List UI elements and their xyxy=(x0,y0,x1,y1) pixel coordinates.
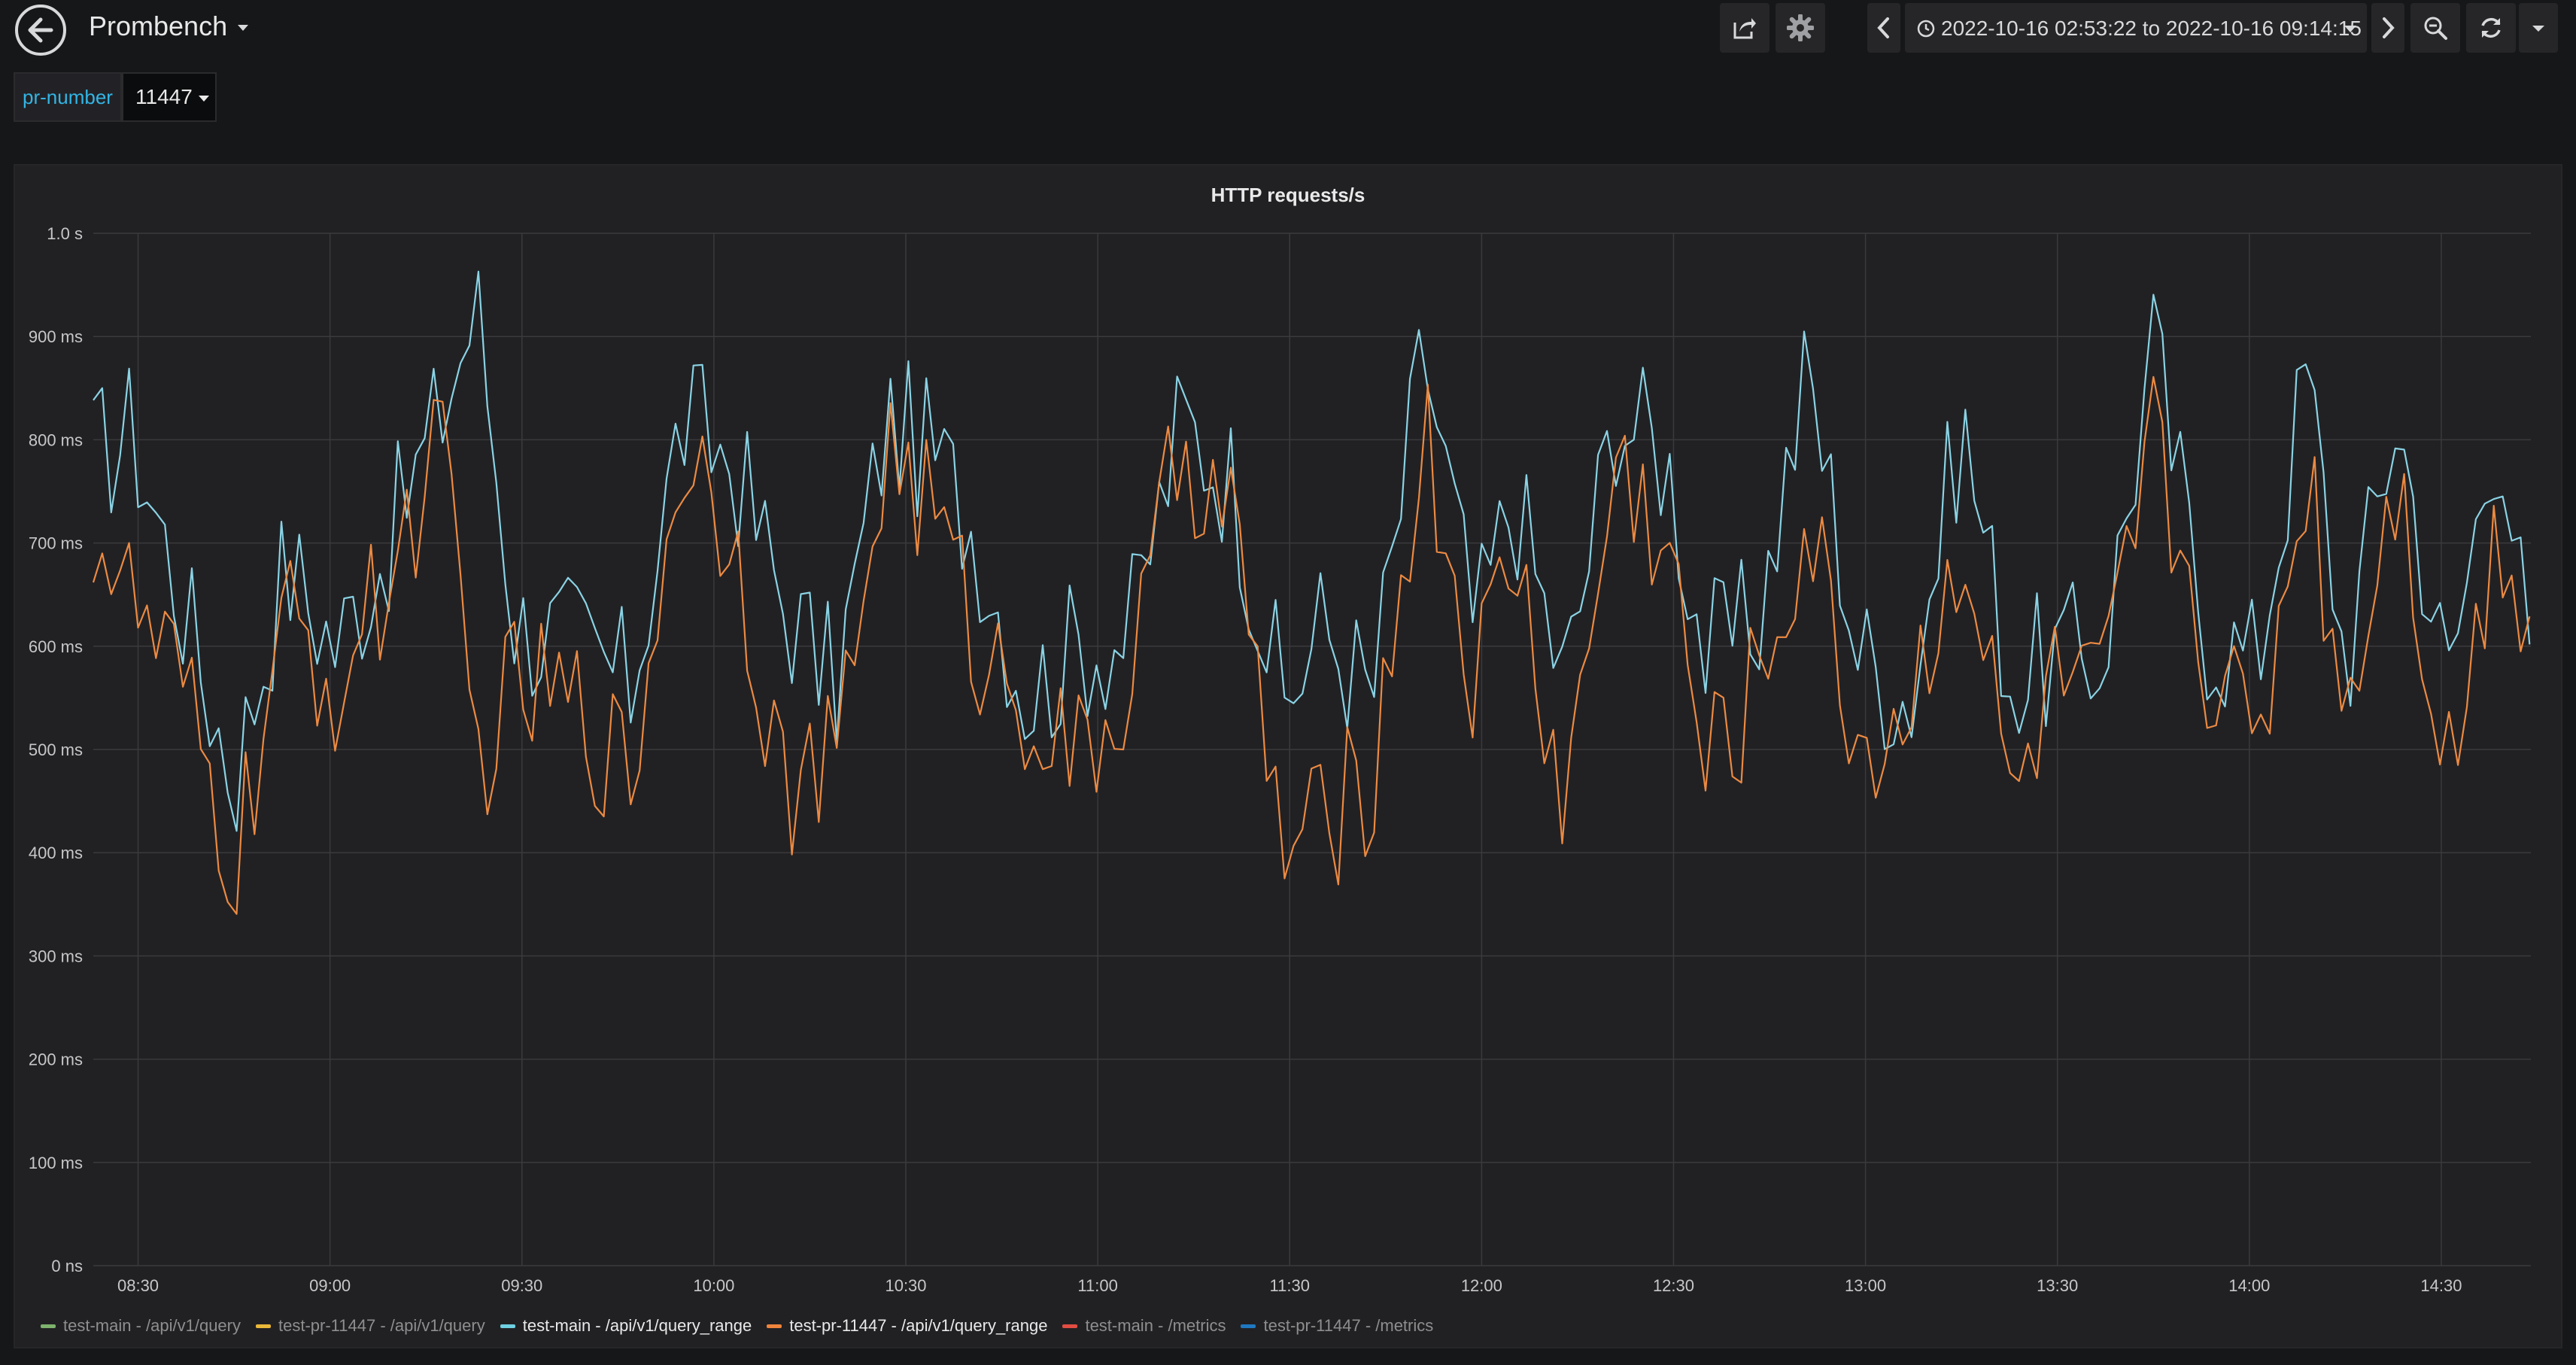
zoom-out-icon xyxy=(2424,17,2447,40)
time-range-text: 2022-10-16 02:53:22 to 2022-10-16 09:14:… xyxy=(1941,17,2362,40)
x-tick-label: 08:30 xyxy=(117,1276,159,1295)
legend-item[interactable]: test-main - /api/v1/query_range xyxy=(500,1316,752,1336)
gear-icon xyxy=(1787,14,1814,41)
y-tick-label: 200 ms xyxy=(29,1050,83,1069)
y-tick-label: 900 ms xyxy=(29,327,83,346)
y-tick-label: 100 ms xyxy=(29,1154,83,1172)
chevron-down-icon xyxy=(2532,26,2544,32)
y-tick-label: 400 ms xyxy=(29,844,83,862)
x-tick-label: 10:30 xyxy=(885,1276,926,1295)
time-forward-button[interactable] xyxy=(2371,3,2404,53)
settings-button[interactable] xyxy=(1776,3,1825,53)
x-tick-label: 14:00 xyxy=(2228,1276,2270,1295)
refresh-interval-dropdown[interactable] xyxy=(2519,3,2558,53)
legend-label: test-pr-11447 - /metrics xyxy=(1263,1316,1434,1335)
refresh-button[interactable] xyxy=(2466,3,2516,53)
legend-label: test-pr-11447 - /api/v1/query xyxy=(278,1316,485,1335)
legend-swatch xyxy=(41,1324,56,1328)
share-button[interactable] xyxy=(1720,3,1769,53)
chevron-down-icon xyxy=(238,25,249,32)
x-tick-label: 09:00 xyxy=(309,1276,351,1295)
chevron-left-icon xyxy=(1877,17,1889,38)
x-tick-label: 13:00 xyxy=(1845,1276,1886,1295)
y-tick-label: 1.0 s xyxy=(47,224,83,243)
chevron-down-icon xyxy=(2344,26,2356,32)
legend-label: test-main - /api/v1/query_range xyxy=(522,1316,752,1335)
x-tick-label: 12:30 xyxy=(1653,1276,1694,1295)
variable-value: 11447 xyxy=(135,85,193,108)
legend-item[interactable]: test-pr-11447 - /api/v1/query_range xyxy=(767,1316,1047,1336)
arrow-left-icon xyxy=(28,17,53,43)
y-tick-label: 700 ms xyxy=(29,534,83,553)
variable-select-pr-number[interactable]: 11447 xyxy=(122,72,217,122)
x-tick-label: 11:30 xyxy=(1270,1276,1310,1295)
x-tick-label: 12:00 xyxy=(1461,1276,1502,1295)
zoom-out-button[interactable] xyxy=(2410,3,2460,53)
legend-swatch xyxy=(767,1324,782,1328)
legend-label: test-main - /metrics xyxy=(1085,1316,1226,1335)
dashboard-title[interactable]: Prombench xyxy=(89,11,249,42)
series-line-test-pr-11447-query-range[interactable] xyxy=(92,375,2531,915)
y-tick-label: 300 ms xyxy=(29,947,83,965)
y-tick-label: 800 ms xyxy=(29,430,83,449)
legend-item[interactable]: test-main - /metrics xyxy=(1062,1316,1226,1336)
x-tick-label: 14:30 xyxy=(2420,1276,2462,1295)
legend-item[interactable]: test-pr-11447 - /metrics xyxy=(1241,1316,1433,1336)
time-range-picker[interactable]: 2022-10-16 02:53:22 to 2022-10-16 09:14:… xyxy=(1905,3,2367,53)
time-back-button[interactable] xyxy=(1867,3,1900,53)
chevron-down-icon xyxy=(198,95,209,102)
x-tick-label: 11:00 xyxy=(1077,1276,1117,1295)
chart-legend: test-main - /api/v1/query test-pr-11447 -… xyxy=(41,1312,1448,1339)
top-navbar: Prombench 2022-10-16 02:53:22 to 2022-10… xyxy=(0,0,2576,60)
share-icon xyxy=(1733,18,1756,39)
x-tick-label: 10:00 xyxy=(693,1276,734,1295)
dashboard-title-text: Prombench xyxy=(89,11,228,41)
panel-title[interactable]: HTTP requests/s xyxy=(1211,184,1365,206)
refresh-icon xyxy=(2481,17,2501,38)
legend-swatch xyxy=(500,1324,515,1328)
legend-label: test-main - /api/v1/query xyxy=(63,1316,241,1335)
chevron-right-icon xyxy=(2383,17,2395,38)
legend-item[interactable]: test-pr-11447 - /api/v1/query xyxy=(255,1316,485,1336)
legend-swatch xyxy=(1241,1324,1256,1328)
clock-icon xyxy=(1917,20,1935,38)
chart-svg[interactable]: 0 ns 100 ms 200 ms 300 ms 400 ms 500 ms 600 ms… xyxy=(15,166,2561,1347)
x-tick-label: 13:30 xyxy=(2037,1276,2078,1295)
y-tick-label: 500 ms xyxy=(29,740,83,759)
legend-swatch xyxy=(1062,1324,1078,1328)
graph-panel: 0 ns 100 ms 200 ms 300 ms 400 ms 500 ms 600 ms… xyxy=(14,164,2562,1348)
legend-swatch xyxy=(255,1324,271,1328)
legend-item[interactable]: test-main - /api/v1/query xyxy=(41,1316,241,1336)
variable-label-pr-number: pr-number xyxy=(14,72,122,122)
y-tick-label: 600 ms xyxy=(29,637,83,656)
x-tick-label: 09:30 xyxy=(501,1276,542,1295)
series-line-test-main-query-range[interactable] xyxy=(93,270,2531,832)
y-tick-label: 0 ns xyxy=(51,1257,83,1275)
back-button[interactable] xyxy=(15,5,66,56)
legend-label: test-pr-11447 - /api/v1/query_range xyxy=(789,1316,1048,1335)
